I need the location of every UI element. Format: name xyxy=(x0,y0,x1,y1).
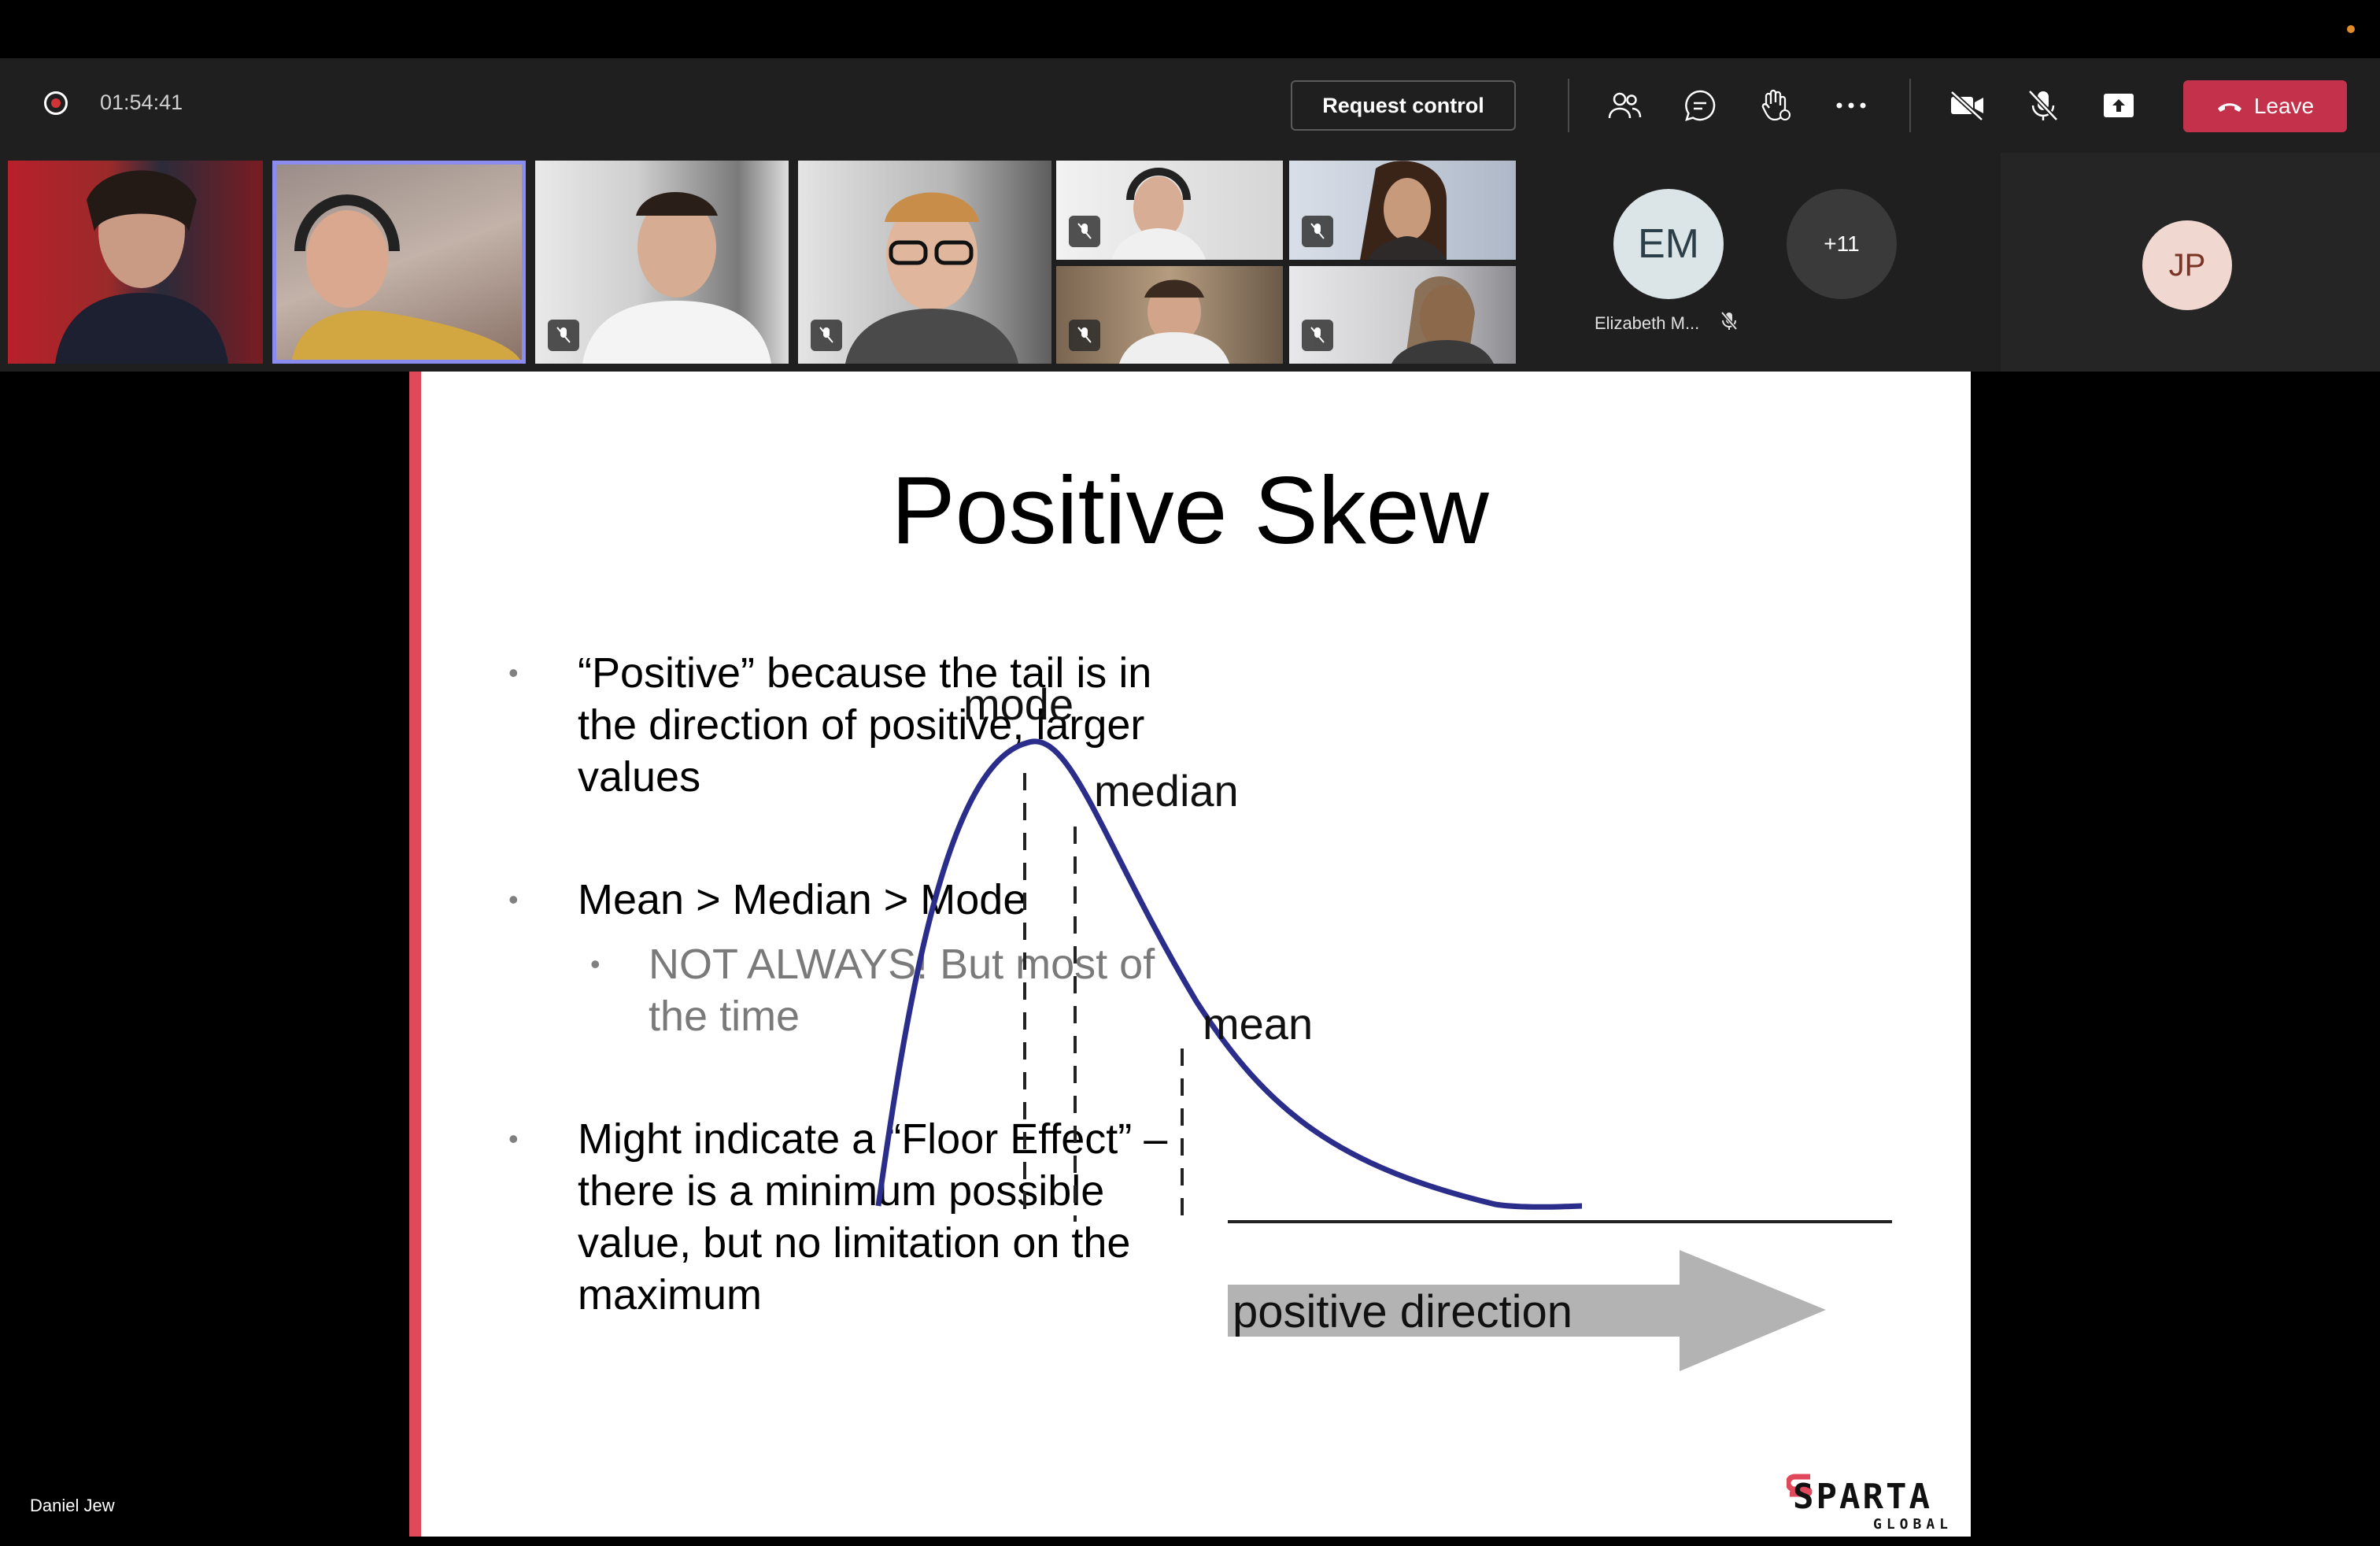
raise-hand-icon[interactable] xyxy=(1752,82,1799,129)
distribution-curve xyxy=(875,738,1583,1210)
participant-silhouette xyxy=(55,170,228,364)
participant-video-tile[interactable] xyxy=(535,161,789,364)
recording-indicator-icon xyxy=(44,91,68,115)
participant-tile-jp[interactable]: JP xyxy=(2001,153,2380,372)
slide-title: Positive Skew xyxy=(891,457,1489,564)
muted-mic-icon xyxy=(1069,216,1100,247)
bullet-dot: • xyxy=(508,656,519,689)
meeting-toolbar: 01:54:41 Request control Leave xyxy=(0,58,2380,153)
participant-video-tile[interactable] xyxy=(798,161,1051,364)
mode-label: mode xyxy=(963,679,1074,729)
participant-name: Elizabeth M... xyxy=(1595,313,1700,333)
chat-icon[interactable] xyxy=(1676,82,1724,129)
slide-accent-bar xyxy=(409,372,421,1537)
bullet-dot: • xyxy=(508,1123,519,1155)
hang-up-icon xyxy=(2217,103,2241,112)
participant-video-tile[interactable] xyxy=(1289,161,1516,260)
muted-mic-icon xyxy=(1069,320,1100,351)
active-speaker-video-tile[interactable] xyxy=(272,161,526,364)
skew-diagram: mode median mean positive direction xyxy=(875,679,1892,1371)
title-strip xyxy=(0,0,2380,58)
participant-video-tile[interactable] xyxy=(1289,266,1516,364)
bullet-text: Mean > Median > Mode xyxy=(578,876,1027,923)
participant-silhouette xyxy=(1119,279,1229,364)
bullet-text: “Positive” because the tail is in the di… xyxy=(578,649,1152,801)
muted-mic-icon xyxy=(548,320,579,351)
avatar: JP xyxy=(2142,220,2232,310)
recording-dot xyxy=(51,98,61,108)
bullet-item: • Might indicate a “Floor Effect” – ther… xyxy=(504,1113,1196,1321)
muted-mic-icon xyxy=(1720,311,1738,335)
bullet-text: Might indicate a “Floor Effect” – there … xyxy=(578,1115,1168,1319)
sub-bullet-text: NOT ALWAYS! But most of the time xyxy=(649,941,1155,1040)
toolbar-divider xyxy=(1909,79,1911,132)
bullet-item: • Mean > Median > Mode xyxy=(504,874,1196,926)
participant-silhouette xyxy=(582,192,771,364)
arrow-label: positive direction xyxy=(1232,1286,1572,1337)
share-screen-icon[interactable] xyxy=(2095,82,2142,129)
toolbar-divider xyxy=(1568,79,1569,132)
bullet-dot: • xyxy=(508,883,519,915)
sub-bullet-item: • NOT ALWAYS! But most of the time xyxy=(504,938,1196,1042)
camera-off-icon[interactable] xyxy=(1944,82,1991,129)
bullet-dot: • xyxy=(590,948,601,980)
participant-video-tile[interactable] xyxy=(8,161,263,364)
presentation-slide: Positive Skew • “Positive” because the t… xyxy=(409,372,1971,1537)
request-control-button[interactable]: Request control xyxy=(1291,80,1516,131)
muted-mic-icon xyxy=(811,320,842,351)
avatar[interactable]: EM xyxy=(1613,189,1724,299)
mean-label: mean xyxy=(1203,999,1313,1049)
slide-title-wrap: Positive Skew xyxy=(409,455,1971,565)
participant-silhouette xyxy=(1391,276,1494,364)
muted-mic-icon xyxy=(1302,320,1333,351)
meeting-timer: 01:54:41 xyxy=(100,91,183,114)
leave-label: Leave xyxy=(2253,94,2315,118)
logo-word: SPARTA xyxy=(1793,1477,1932,1517)
participant-video-tile[interactable] xyxy=(1056,161,1283,260)
leave-button[interactable]: Leave xyxy=(2183,80,2347,132)
bullet-item: • “Positive” because the tail is in the … xyxy=(504,647,1196,803)
participant-video-tile[interactable] xyxy=(1056,266,1283,364)
notification-dot xyxy=(2347,25,2355,33)
participant-silhouette xyxy=(1111,168,1206,260)
participant-gallery: EM Elizabeth M... +11 JP xyxy=(0,153,2380,372)
sparta-logo: SPARTA GLOBAL xyxy=(1787,1474,1960,1533)
logo-subword: GLOBAL xyxy=(1873,1516,1953,1533)
muted-mic-icon xyxy=(1302,216,1333,247)
participant-silhouette xyxy=(845,192,1018,364)
participant-silhouette xyxy=(292,194,520,360)
participant-silhouette xyxy=(1360,161,1447,260)
more-options-icon[interactable] xyxy=(1828,82,1875,129)
positive-direction-arrow xyxy=(1228,1250,1826,1371)
slide-bullet-list: • “Positive” because the tail is in the … xyxy=(504,647,1196,1321)
median-label: median xyxy=(1094,766,1239,816)
presenter-name: Daniel Jew xyxy=(30,1496,115,1515)
participants-icon[interactable] xyxy=(1601,82,1648,129)
logo-mark-icon xyxy=(1787,1474,1813,1497)
overflow-participants-button[interactable]: +11 xyxy=(1787,189,1897,299)
mic-off-icon[interactable] xyxy=(2020,82,2067,129)
